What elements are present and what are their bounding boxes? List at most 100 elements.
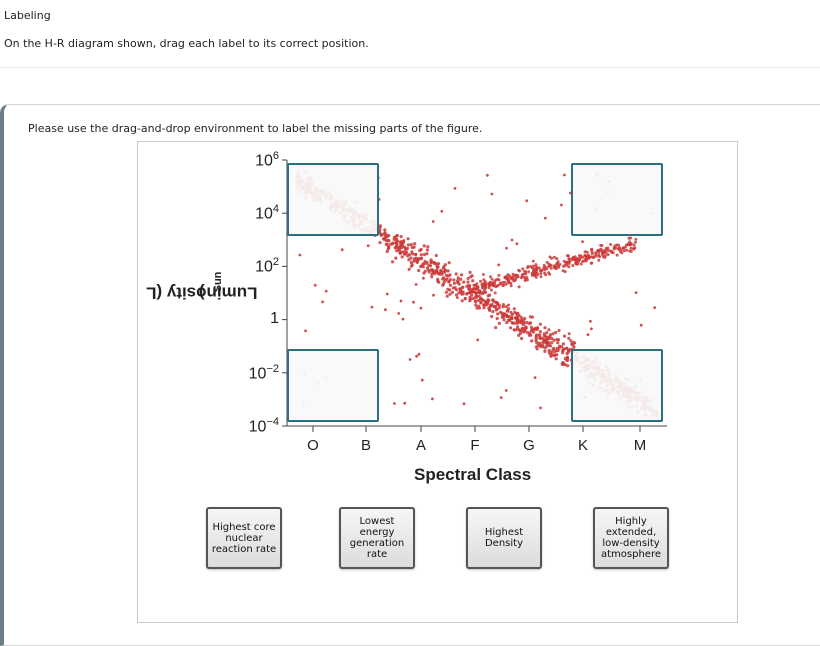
star-point <box>600 252 604 256</box>
y-axis-title-end: ) <box>198 283 205 303</box>
star-point <box>457 282 461 286</box>
star-point <box>503 280 507 284</box>
star-point <box>425 252 429 256</box>
star-point <box>398 240 402 244</box>
star-point <box>502 318 506 322</box>
star-point <box>542 332 546 336</box>
star-point <box>488 308 492 312</box>
x-axis-title: Spectral Class <box>414 465 532 484</box>
drop-zone-lower-left[interactable] <box>287 349 379 422</box>
drop-zone-upper-right[interactable] <box>571 163 663 236</box>
star-point <box>447 261 451 265</box>
star-point <box>395 233 399 238</box>
star-point <box>523 316 527 321</box>
star-point <box>422 244 426 248</box>
star-point <box>639 323 643 327</box>
star-point <box>383 228 387 232</box>
star-point <box>422 271 426 275</box>
star-point <box>538 330 542 334</box>
star-point <box>536 343 540 348</box>
star-point <box>543 334 548 338</box>
star-point <box>517 285 521 289</box>
star-point <box>523 329 527 334</box>
star-point <box>387 239 391 243</box>
star-point <box>560 344 564 349</box>
star-point <box>477 291 481 295</box>
star-point <box>419 257 423 261</box>
star-point <box>427 270 431 274</box>
star-point <box>448 283 452 287</box>
star-point <box>524 272 528 276</box>
star-point <box>392 236 396 240</box>
star-point <box>419 306 423 310</box>
star-point <box>625 248 629 252</box>
star-point <box>571 343 575 347</box>
star-point <box>417 268 421 273</box>
star-point <box>520 336 524 341</box>
star-point <box>483 288 487 292</box>
star-point <box>510 321 514 325</box>
star-point <box>533 376 537 379</box>
star-point <box>417 352 421 356</box>
star-point <box>531 266 534 270</box>
star-point <box>550 336 554 341</box>
star-point <box>366 244 370 248</box>
star-point <box>482 278 486 282</box>
star-point <box>412 245 416 249</box>
star-point <box>384 242 388 246</box>
star-point <box>509 326 513 330</box>
star-point <box>634 240 637 244</box>
star-point <box>494 326 498 330</box>
star-point <box>304 329 307 333</box>
star-point <box>530 315 534 319</box>
star-point <box>510 312 514 317</box>
star-point <box>597 250 601 254</box>
star-point <box>547 341 551 345</box>
star-point <box>406 254 410 258</box>
x-tick-marks <box>312 426 641 432</box>
star-point <box>490 192 494 196</box>
star-point <box>431 397 434 401</box>
star-point <box>313 283 317 287</box>
star-point <box>456 276 460 280</box>
star-point <box>447 280 451 284</box>
star-point <box>397 312 401 315</box>
star-point <box>563 357 567 361</box>
star-point <box>520 317 524 321</box>
star-point <box>431 268 435 273</box>
star-point <box>473 299 477 303</box>
star-point <box>497 321 501 325</box>
label-highest-density[interactable]: Highest Density <box>466 507 542 569</box>
star-point <box>629 236 632 240</box>
label-highest-core-reaction-rate[interactable]: Highest core nuclear reaction rate <box>206 507 282 569</box>
star-point <box>590 248 593 252</box>
drop-zone-upper-left[interactable] <box>287 163 379 236</box>
star-point <box>483 300 488 304</box>
star-point <box>468 291 472 295</box>
star-point <box>547 262 551 266</box>
star-point <box>385 292 389 296</box>
star-point <box>561 342 565 346</box>
drop-zone-lower-right[interactable] <box>571 349 663 422</box>
star-point <box>466 280 470 284</box>
star-point <box>520 326 525 330</box>
star-point <box>501 280 505 284</box>
label-lowest-energy-generation[interactable]: Lowest energy generation rate <box>339 507 415 569</box>
star-point <box>382 237 386 241</box>
star-point <box>504 277 508 280</box>
star-point <box>444 290 448 294</box>
star-point <box>468 295 472 299</box>
label-extended-atmosphere[interactable]: Highly extended, low-density atmosphere <box>593 507 669 569</box>
star-point <box>617 243 621 247</box>
star-point <box>516 325 520 329</box>
star-point <box>568 260 572 264</box>
star-point <box>400 243 404 247</box>
star-point <box>629 246 633 250</box>
x-tick-label: O <box>307 437 319 454</box>
star-point <box>378 231 382 235</box>
star-point <box>507 318 511 322</box>
star-point <box>383 232 387 236</box>
star-point <box>536 273 540 277</box>
star-point <box>413 242 417 246</box>
x-tick-label: A <box>415 437 427 454</box>
